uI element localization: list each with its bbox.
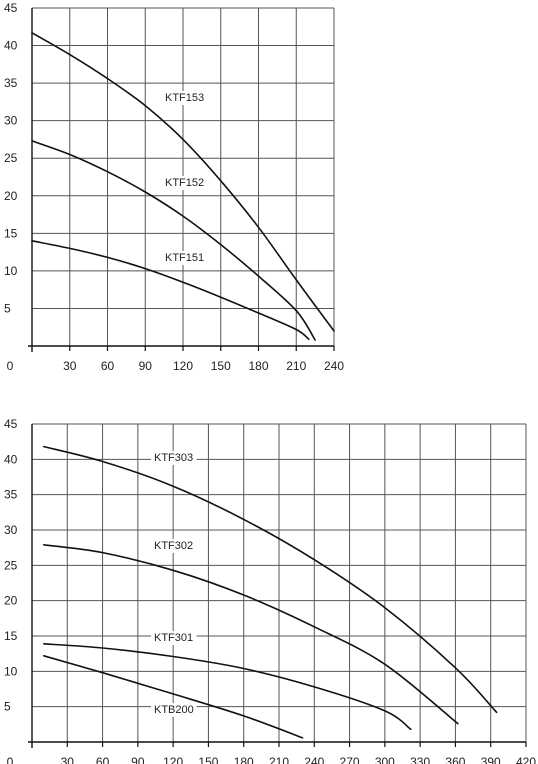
x-tick-label: 420 bbox=[516, 755, 536, 764]
y-tick-label: 5 bbox=[4, 700, 11, 714]
y-tick-label: 35 bbox=[4, 76, 18, 90]
y-tick-label: 15 bbox=[4, 226, 18, 240]
series-label-ktb200: KTB200 bbox=[154, 704, 194, 716]
series-line-ktf301 bbox=[43, 643, 412, 731]
x-tick-label: 210 bbox=[286, 359, 306, 373]
series-label-ktf302: KTF302 bbox=[154, 540, 193, 552]
x-tick-label: 240 bbox=[324, 359, 344, 373]
series-line-ktf152 bbox=[31, 140, 316, 341]
x-tick-label: 150 bbox=[198, 755, 218, 764]
x-tick-label: 60 bbox=[96, 755, 110, 764]
series-label-ktf151: KTF151 bbox=[165, 252, 204, 264]
x-tick-label: 300 bbox=[375, 755, 395, 764]
y-tick-label: 10 bbox=[4, 264, 18, 278]
series-label-backdrop bbox=[151, 703, 197, 717]
series-label-ktf153: KTF153 bbox=[165, 92, 204, 104]
y-tick-label: 30 bbox=[4, 114, 18, 128]
series-line-ktf302 bbox=[43, 544, 459, 725]
series-label-ktf152: KTF152 bbox=[165, 177, 204, 189]
series-label-backdrop bbox=[162, 251, 208, 265]
series-label-backdrop bbox=[151, 451, 197, 465]
x-tick-label: 330 bbox=[410, 755, 430, 764]
x-tick-label: 180 bbox=[248, 359, 268, 373]
y-tick-label: 45 bbox=[4, 417, 18, 431]
y-tick-label: 20 bbox=[4, 594, 18, 608]
x-tick-label: 120 bbox=[163, 755, 183, 764]
series-line-ktf153 bbox=[31, 31, 335, 332]
series-label-backdrop bbox=[162, 91, 208, 105]
x-tick-label: 270 bbox=[340, 755, 360, 764]
x-tick-label: 180 bbox=[234, 755, 254, 764]
x-tick-label: 0 bbox=[7, 359, 14, 373]
y-tick-label: 15 bbox=[4, 629, 18, 643]
y-tick-label: 10 bbox=[4, 664, 18, 678]
x-tick-label: 390 bbox=[481, 755, 501, 764]
chart-top: 0 30 60 90 120 150 180 210 240 5 10 15 20 25 30 35 40 45 K… bbox=[4, 1, 344, 373]
y-tick-label: 35 bbox=[4, 488, 18, 502]
x-tick-label: 60 bbox=[101, 359, 115, 373]
series-label-backdrop bbox=[162, 176, 208, 190]
y-tick-label: 20 bbox=[4, 189, 18, 203]
y-tick-label: 40 bbox=[4, 452, 18, 466]
y-tick-label: 45 bbox=[4, 1, 18, 15]
y-tick-label: 5 bbox=[4, 301, 11, 315]
series-line-ktf151 bbox=[31, 240, 310, 340]
y-tick-label: 40 bbox=[4, 39, 18, 53]
x-tick-label: 0 bbox=[7, 755, 14, 764]
x-tick-label: 240 bbox=[304, 755, 324, 764]
x-tick-label: 360 bbox=[445, 755, 465, 764]
chart-bottom: 0 30 60 90 120 150 180 210 240 270 300 330 360 390 420… bbox=[4, 417, 536, 764]
series-line-ktb200 bbox=[43, 655, 304, 739]
series-label-backdrop bbox=[151, 539, 197, 553]
x-tick-label: 120 bbox=[173, 359, 193, 373]
x-tick-label: 90 bbox=[131, 755, 145, 764]
x-tick-label: 150 bbox=[211, 359, 231, 373]
series-line-ktf303 bbox=[43, 445, 498, 714]
y-tick-label: 25 bbox=[4, 558, 18, 572]
series-label-ktf301: KTF301 bbox=[154, 632, 193, 644]
x-tick-label: 90 bbox=[139, 359, 153, 373]
x-tick-label: 30 bbox=[61, 755, 75, 764]
series-label-backdrop bbox=[151, 631, 197, 645]
y-tick-label: 25 bbox=[4, 151, 18, 165]
y-tick-label: 30 bbox=[4, 523, 18, 537]
x-tick-label: 30 bbox=[63, 359, 77, 373]
series-label-ktf303: KTF303 bbox=[154, 452, 193, 464]
x-tick-label: 210 bbox=[269, 755, 289, 764]
